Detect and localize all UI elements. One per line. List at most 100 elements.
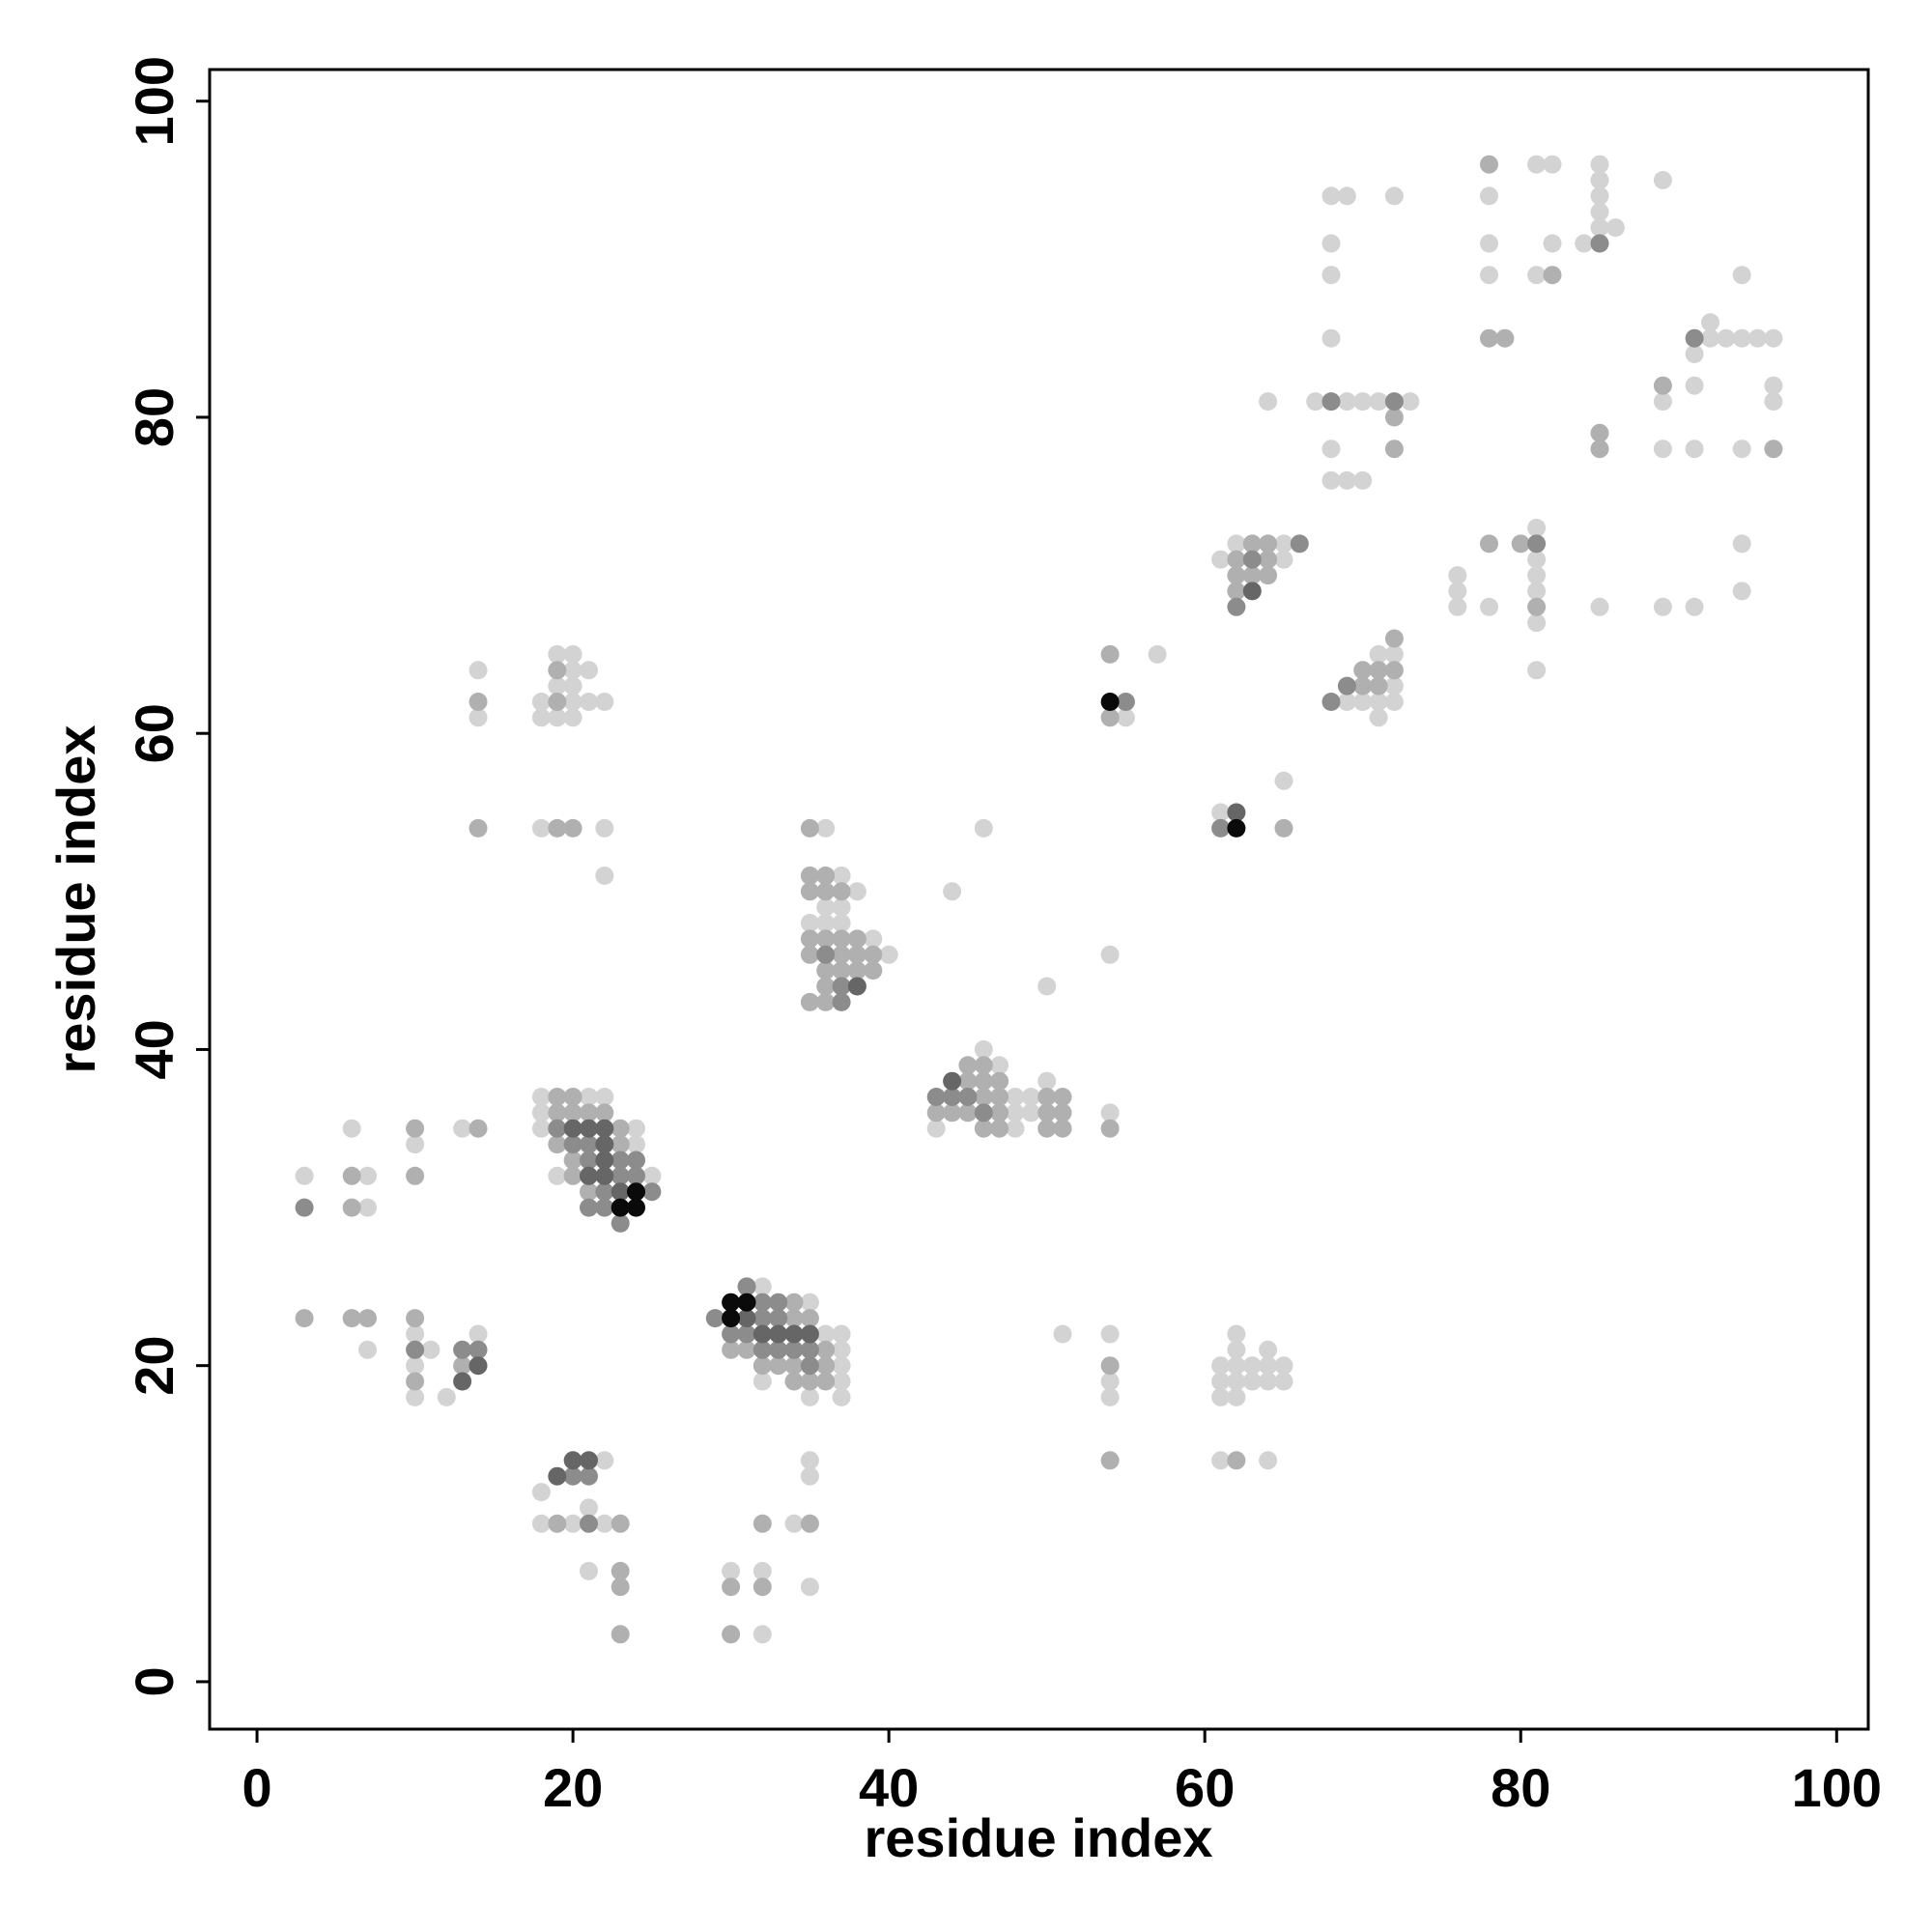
y-tick-label: 100 bbox=[124, 56, 185, 146]
contact-point bbox=[627, 1135, 645, 1154]
contact-point bbox=[563, 1151, 582, 1170]
contact-point bbox=[1732, 534, 1751, 554]
contact-point bbox=[1511, 534, 1530, 554]
contact-point bbox=[295, 1309, 314, 1328]
contact-point bbox=[1527, 582, 1547, 601]
contact-point bbox=[563, 1451, 582, 1470]
contact-point bbox=[1369, 392, 1388, 412]
contact-point bbox=[1227, 1324, 1246, 1344]
contact-point bbox=[990, 1056, 1009, 1075]
contact-point bbox=[847, 977, 867, 996]
contact-point bbox=[832, 882, 851, 901]
contact-point bbox=[1211, 1387, 1231, 1406]
contact-point bbox=[295, 1166, 314, 1185]
contact-point bbox=[1701, 313, 1719, 332]
contact-point bbox=[469, 1324, 488, 1344]
contact-point bbox=[1401, 392, 1420, 412]
contact-point bbox=[1321, 328, 1341, 348]
contact-point bbox=[1321, 186, 1341, 206]
y-tick-label: 0 bbox=[124, 1666, 185, 1696]
contact-point bbox=[974, 1088, 993, 1106]
contact-point bbox=[1605, 218, 1625, 238]
contact-point bbox=[1384, 440, 1404, 459]
contact-point bbox=[737, 1340, 756, 1359]
contact-point bbox=[816, 1372, 836, 1391]
contact-point bbox=[926, 1088, 946, 1106]
contact-point bbox=[1227, 1356, 1246, 1376]
y-tick-label: 60 bbox=[124, 703, 185, 763]
contact-point bbox=[1653, 376, 1672, 395]
contact-point bbox=[832, 1372, 851, 1391]
contact-point bbox=[769, 1293, 788, 1312]
contact-point bbox=[595, 818, 614, 838]
contact-point bbox=[406, 1135, 425, 1154]
contact-point bbox=[832, 992, 851, 1011]
contact-point bbox=[453, 1356, 472, 1376]
contact-point bbox=[816, 882, 836, 901]
contact-point bbox=[1227, 1340, 1246, 1359]
contact-point bbox=[1037, 1088, 1057, 1106]
contact-point bbox=[421, 1340, 440, 1359]
contact-point bbox=[1590, 597, 1609, 616]
contact-point bbox=[1732, 266, 1751, 285]
contact-point bbox=[453, 1340, 472, 1359]
x-axis: 0 20 40 60 80 100 bbox=[242, 1729, 1882, 1818]
contact-point bbox=[753, 1277, 772, 1296]
contact-point bbox=[548, 644, 567, 664]
contact-point bbox=[1701, 328, 1719, 348]
contact-point bbox=[1527, 534, 1547, 554]
contact-point bbox=[1353, 470, 1373, 490]
contact-point bbox=[800, 992, 819, 1011]
contact-point bbox=[1543, 234, 1562, 253]
contact-point bbox=[342, 1166, 361, 1185]
x-tick-label: 20 bbox=[543, 1757, 603, 1818]
contact-point bbox=[974, 818, 993, 838]
contact-point bbox=[1100, 1387, 1120, 1406]
contact-point bbox=[784, 1356, 804, 1376]
contact-point bbox=[1543, 266, 1562, 285]
contact-point bbox=[1653, 440, 1672, 459]
contact-point bbox=[1227, 534, 1246, 554]
contact-point bbox=[974, 1103, 993, 1122]
contact-point bbox=[611, 1625, 630, 1644]
contact-point bbox=[469, 693, 488, 711]
contact-point bbox=[1384, 693, 1404, 711]
contact-point bbox=[737, 1309, 756, 1328]
contact-point bbox=[1006, 1088, 1025, 1106]
contact-point bbox=[926, 1119, 946, 1138]
contact-point bbox=[1274, 818, 1293, 838]
contact-point bbox=[1369, 644, 1388, 664]
contact-point bbox=[800, 1466, 819, 1486]
contact-point bbox=[1590, 234, 1609, 253]
contact-point bbox=[563, 693, 582, 711]
contact-point bbox=[1274, 771, 1293, 790]
contact-point bbox=[1100, 644, 1120, 664]
contact-point bbox=[1480, 155, 1498, 174]
contact-point bbox=[595, 867, 614, 885]
contact-point bbox=[563, 1135, 582, 1154]
contact-point bbox=[1211, 550, 1231, 569]
contact-point bbox=[1732, 582, 1751, 601]
contact-point bbox=[800, 945, 819, 964]
contact-point bbox=[1242, 534, 1262, 554]
contact-point bbox=[1100, 945, 1120, 964]
contact-point bbox=[769, 1324, 788, 1344]
contact-point bbox=[358, 1309, 377, 1328]
contact-point bbox=[595, 1135, 614, 1154]
contact-point bbox=[548, 1103, 567, 1122]
contact-point bbox=[611, 1213, 630, 1233]
contact-point bbox=[800, 1324, 819, 1344]
contact-point bbox=[580, 1514, 598, 1533]
contact-point bbox=[642, 1166, 662, 1185]
contact-point bbox=[1053, 1324, 1072, 1344]
contact-point bbox=[753, 1340, 772, 1359]
contact-point bbox=[1274, 550, 1293, 569]
contact-point bbox=[800, 1387, 819, 1406]
contact-point bbox=[753, 1514, 772, 1533]
contact-point bbox=[1021, 1103, 1040, 1122]
contact-point bbox=[800, 1577, 819, 1597]
contact-point bbox=[1527, 613, 1547, 633]
contact-point bbox=[800, 818, 819, 838]
contact-point bbox=[974, 1071, 993, 1091]
contact-point bbox=[847, 929, 867, 949]
